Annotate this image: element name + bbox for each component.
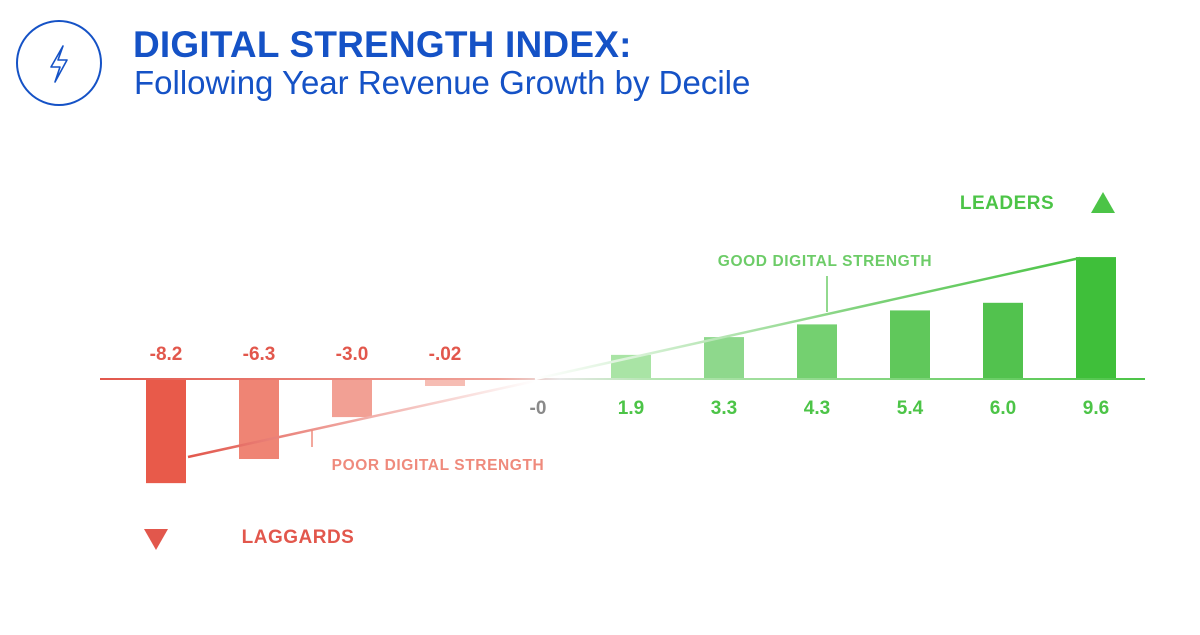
data-label-2: -6.3 [243, 344, 276, 365]
poor-digital-strength-annotation: POOR DIGITAL STRENGTH [332, 457, 545, 474]
lightning-bolt-logo-icon [16, 20, 102, 106]
data-label-9: 5.4 [897, 398, 924, 419]
bars-group [146, 257, 1116, 484]
bar-2 [239, 379, 279, 460]
good-digital-strength-annotation: GOOD DIGITAL STRENGTH [718, 253, 932, 270]
data-labels-group: -8.2 -6.3 -3.0 -.02 -0 1.9 3.3 4.3 5.4 6.0 9.6 [150, 344, 1110, 419]
bar-3 [332, 379, 372, 418]
data-label-5: -0 [530, 398, 547, 419]
data-label-4: -.02 [429, 344, 462, 365]
leaders-label: LEADERS [960, 193, 1054, 214]
good-strength-trend-line [534, 256, 1081, 381]
bar-7 [704, 337, 744, 379]
data-label-8: 4.3 [804, 398, 830, 419]
bar-11 [1076, 257, 1116, 379]
data-label-3: -3.0 [336, 344, 369, 365]
bar-1 [146, 379, 186, 484]
bar-4 [425, 379, 465, 386]
bar-8 [797, 324, 837, 379]
bar-9 [890, 310, 930, 379]
data-label-1: -8.2 [150, 344, 183, 365]
chart-title: DIGITAL STRENGTH INDEX: [133, 24, 632, 65]
down-triangle-icon [144, 529, 168, 550]
up-triangle-icon [1091, 192, 1115, 213]
data-label-10: 6.0 [990, 398, 1016, 419]
laggards-label: LAGGARDS [242, 527, 355, 548]
bar-10 [983, 302, 1023, 379]
data-label-7: 3.3 [711, 398, 737, 419]
data-label-11: 9.6 [1083, 398, 1109, 419]
data-label-6: 1.9 [618, 398, 644, 419]
poor-strength-trend-line [187, 379, 536, 459]
chart-subtitle: Following Year Revenue Growth by Decile [134, 64, 751, 101]
